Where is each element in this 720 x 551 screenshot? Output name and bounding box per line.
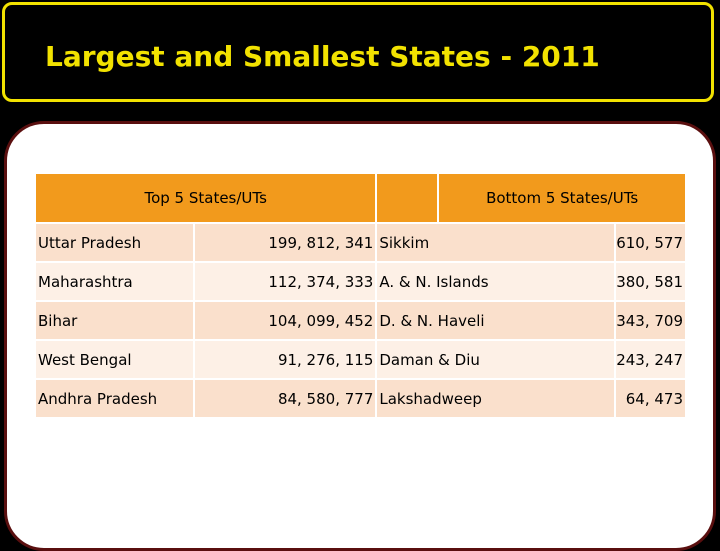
table-row: Uttar Pradesh 199, 812, 341 Sikkim 610, … [36, 222, 685, 262]
table-header-row: Top 5 States/UTs Bottom 5 States/UTs [36, 174, 685, 223]
bottom-state-name: A. & N. Islands [376, 261, 617, 301]
bottom-state-population: 243, 247 [615, 339, 685, 379]
bottom-state-name: Sikkim [376, 222, 617, 262]
bottom-states-header: Bottom 5 States/UTs [438, 174, 685, 223]
top-state-population: 112, 374, 333 [193, 261, 378, 301]
bottom-state-name: D. & N. Haveli [376, 300, 617, 340]
table-row: Bihar 104, 099, 452 D. & N. Haveli 343, … [36, 300, 685, 340]
table-row: West Bengal 91, 276, 115 Daman & Diu 243… [36, 339, 685, 379]
top-state-population: 199, 812, 341 [193, 222, 378, 262]
top-state-population: 84, 580, 777 [193, 378, 378, 417]
top-state-population: 91, 276, 115 [193, 339, 378, 379]
top-state-population: 104, 099, 452 [193, 300, 378, 340]
bottom-state-population: 380, 581 [615, 261, 685, 301]
header-spacer [376, 174, 440, 223]
states-table: Top 5 States/UTs Bottom 5 States/UTs Utt… [36, 174, 685, 417]
title-band: Largest and Smallest States - 2011 [0, 0, 720, 112]
top-state-name: West Bengal [36, 339, 195, 379]
slide-title: Largest and Smallest States - 2011 [45, 40, 600, 73]
top-state-name: Uttar Pradesh [36, 222, 195, 262]
table-row: Andhra Pradesh 84, 580, 777 Lakshadweep … [36, 378, 685, 417]
bottom-state-population: 343, 709 [615, 300, 685, 340]
bottom-state-name: Lakshadweep [376, 378, 617, 417]
bottom-state-population: 610, 577 [615, 222, 685, 262]
bottom-state-population: 64, 473 [615, 378, 685, 417]
bottom-state-name: Daman & Diu [376, 339, 617, 379]
top-state-name: Bihar [36, 300, 195, 340]
table-row: Maharashtra 112, 374, 333 A. & N. Island… [36, 261, 685, 301]
top-state-name: Andhra Pradesh [36, 378, 195, 417]
title-frame [2, 2, 714, 102]
top-states-header: Top 5 States/UTs [36, 174, 378, 223]
top-state-name: Maharashtra [36, 261, 195, 301]
